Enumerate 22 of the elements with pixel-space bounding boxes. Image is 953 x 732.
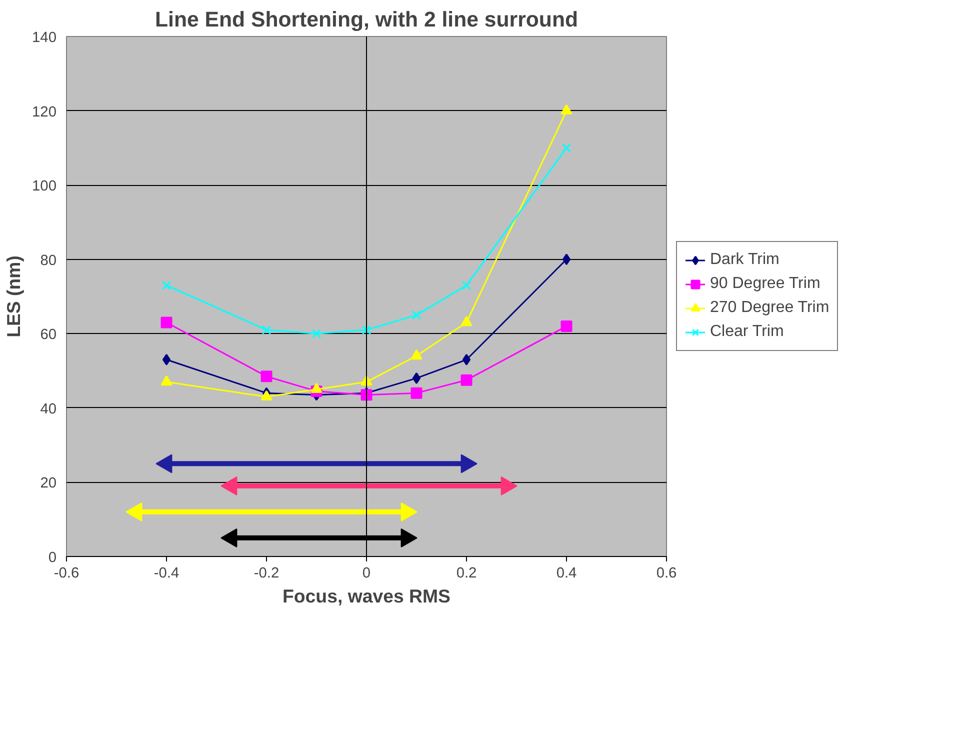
y-tick-label: 120: [32, 104, 57, 120]
x-tick-label: 0: [362, 566, 371, 582]
y-tick-label: 80: [40, 252, 57, 269]
y-tick-label: 40: [40, 401, 57, 418]
legend-label: Clear Trim: [710, 323, 784, 341]
legend-label: Dark Trim: [710, 251, 780, 269]
x-tick-label: 0.2: [456, 566, 477, 582]
y-tick-label: 0: [48, 550, 57, 566]
y-axis-title: LES (nm): [3, 256, 24, 338]
x-tick-label: -0.6: [54, 566, 80, 582]
chart-title: Line End Shortening, with 2 line surround: [154, 8, 578, 32]
x-tick-label: -0.4: [154, 566, 180, 582]
legend-label: 270 Degree Trim: [710, 299, 830, 317]
x-tick-label: 0.6: [656, 566, 677, 582]
y-tick-label: 100: [32, 178, 57, 195]
y-tick-label: 20: [40, 476, 57, 492]
x-axis-title: Focus, waves RMS: [282, 586, 450, 606]
legend-label: 90 Degree Trim: [710, 275, 820, 293]
y-tick-label: 140: [32, 30, 57, 46]
x-tick-label: 0.4: [556, 566, 577, 582]
x-tick-label: -0.2: [254, 566, 280, 582]
y-tick-label: 60: [40, 327, 57, 344]
